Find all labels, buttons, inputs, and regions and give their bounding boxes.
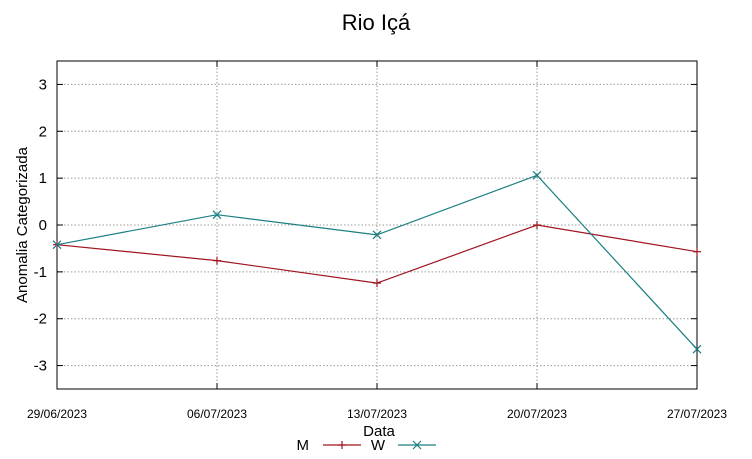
y-axis: 3 2 1 0 -1 -2 -3 <box>34 76 697 375</box>
chart-title: Rio Içá <box>342 10 411 35</box>
x-tick-label: 27/07/2023 <box>667 407 727 421</box>
data-point-W <box>532 170 542 180</box>
y-tick-label: 0 <box>39 217 47 234</box>
data-point-W <box>692 344 702 354</box>
x-tick-label: 29/06/2023 <box>27 407 87 421</box>
legend-marker <box>412 440 422 450</box>
x-tick-label: 13/07/2023 <box>347 407 407 421</box>
data-point-M <box>373 279 381 288</box>
legend-marker <box>338 441 346 449</box>
series-layer <box>52 170 702 354</box>
y-tick-label: 1 <box>39 170 47 187</box>
data-point-M <box>533 221 541 229</box>
y-tick-label: -1 <box>34 264 47 281</box>
data-point-W <box>372 230 382 240</box>
data-point-W <box>212 210 222 220</box>
data-point-W <box>52 240 62 250</box>
data-point-M <box>693 247 701 256</box>
legend-item-M: M <box>297 437 361 454</box>
x-tick-label: 06/07/2023 <box>187 407 247 421</box>
x-axis: 29/06/2023 06/07/2023 13/07/2023 20/07/2023… <box>27 61 727 421</box>
y-tick-label: -3 <box>34 358 47 375</box>
y-axis-label: Anomalia Categorizada <box>14 146 31 303</box>
legend-label: W <box>371 437 386 454</box>
x-tick-label: 20/07/2023 <box>507 407 567 421</box>
y-tick-label: 2 <box>39 123 47 140</box>
x-axis-label: Data <box>363 423 395 440</box>
y-tick-label: 3 <box>39 76 47 93</box>
legend-label: M <box>297 437 310 454</box>
grid-lines <box>57 61 697 389</box>
legend-item-W: W <box>371 437 436 454</box>
data-point-M <box>213 256 221 265</box>
y-tick-label: -2 <box>34 311 47 328</box>
